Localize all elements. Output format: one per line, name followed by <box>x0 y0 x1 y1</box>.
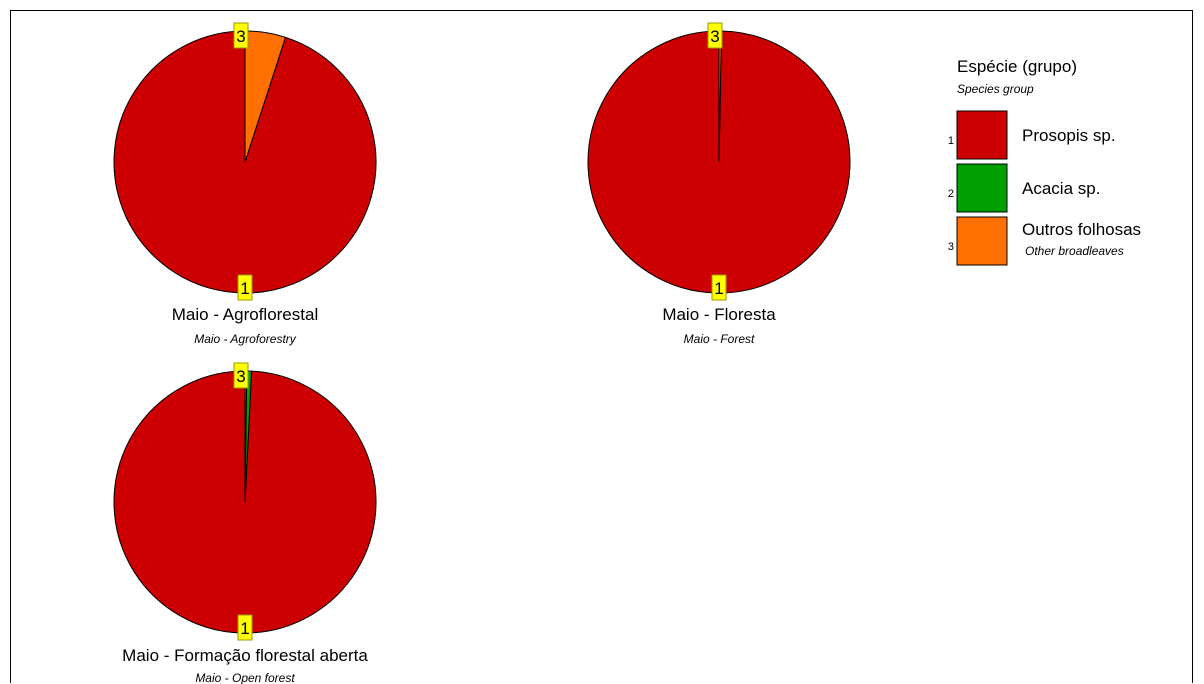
pie-2-point-label-1: 1 <box>711 274 727 301</box>
legend-number: 1 <box>948 135 954 147</box>
pie-1-title: Maio - Agroflorestal <box>172 305 318 324</box>
legend-title: Espécie (grupo) <box>957 57 1077 76</box>
svg-text:1: 1 <box>240 279 249 298</box>
svg-text:3: 3 <box>710 27 719 46</box>
pie-3: 1 3 Maio - Formação florestal aberta Maio -… <box>113 362 377 684</box>
pie-3-point-label-3: 3 <box>233 362 249 389</box>
legend-item-1: 1 Prosopis sp. <box>948 110 1116 160</box>
pie-3-point-label-1: 1 <box>237 614 253 641</box>
pie-2-point-label-3: 3 <box>707 22 723 49</box>
svg-text:1: 1 <box>714 279 723 298</box>
pie-2-subtitle: Maio - Forest <box>684 332 755 346</box>
legend-number: 2 <box>948 188 954 200</box>
legend-item-2: 2 Acacia sp. <box>948 163 1100 213</box>
pie-2: 1 3 Maio - Floresta Maio - Forest <box>587 22 851 346</box>
legend-swatch-1 <box>956 110 1008 160</box>
svg-text:3: 3 <box>236 27 245 46</box>
legend-label: Prosopis sp. <box>1022 126 1116 145</box>
svg-text:3: 3 <box>236 367 245 386</box>
pie-3-title: Maio - Formação florestal aberta <box>122 646 368 665</box>
legend-subtitle: Species group <box>957 82 1034 96</box>
legend-number: 3 <box>948 241 954 253</box>
chart-frame <box>10 10 1193 683</box>
legend-swatch-3 <box>956 216 1008 266</box>
svg-text:1: 1 <box>240 619 249 638</box>
pie-1-point-label-3: 3 <box>233 22 249 49</box>
pie-1: 1 3 Maio - Agroflorestal Maio - Agroforestr… <box>113 22 377 346</box>
legend-sublabel: Other broadleaves <box>1025 244 1124 258</box>
pie-1-point-label-1: 1 <box>237 274 253 301</box>
legend-item-3: 3 Outros folhosas Other broadleaves <box>948 216 1141 266</box>
legend-label: Acacia sp. <box>1022 179 1100 198</box>
legend-swatch-2 <box>956 163 1008 213</box>
legend-label: Outros folhosas <box>1022 220 1141 239</box>
legend: Espécie (grupo) Species group 1 Prosopis sp… <box>948 57 1141 266</box>
pie-3-subtitle: Maio - Open forest <box>195 671 295 684</box>
pie-2-title: Maio - Floresta <box>662 305 776 324</box>
pie-1-subtitle: Maio - Agroforestry <box>194 332 297 346</box>
